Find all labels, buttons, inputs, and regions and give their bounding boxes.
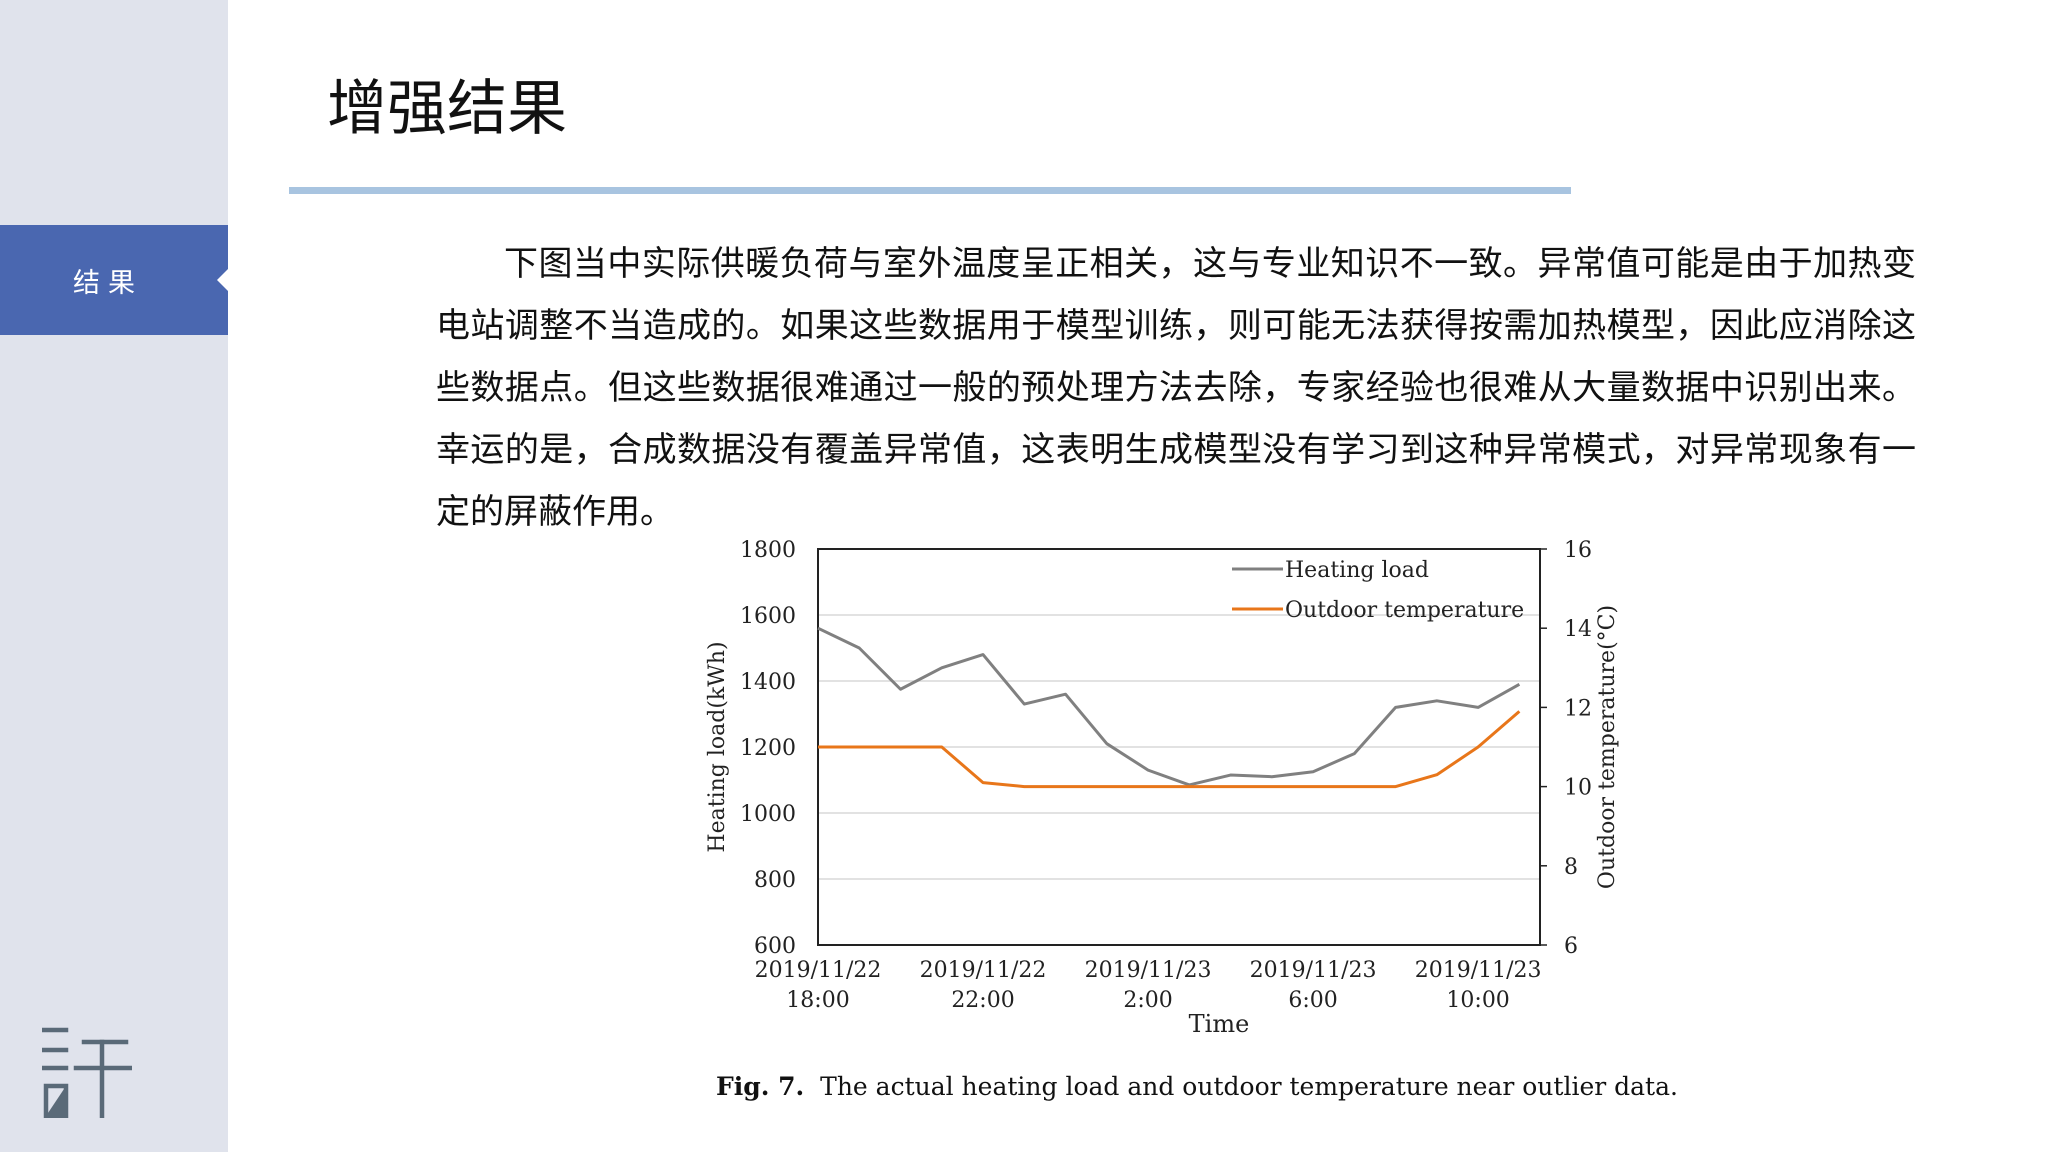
y-right-tick-label: 14	[1564, 617, 1592, 642]
x-tick-label: 6:00	[1288, 988, 1337, 1013]
x-axis-title: Time	[1189, 1010, 1250, 1038]
x-tick-label: 2:00	[1123, 988, 1172, 1013]
y-left-tick-label: 800	[754, 868, 796, 893]
y-right-tick-label: 16	[1564, 538, 1592, 563]
y-right-tick-label: 12	[1564, 696, 1592, 721]
series-line	[817, 626, 1521, 787]
x-tick-label: 2019/11/23	[1250, 958, 1377, 983]
legend-label: Outdoor temperature	[1285, 598, 1524, 623]
legend-label: Heating load	[1285, 558, 1429, 583]
y-left-tick-label: 1600	[740, 604, 796, 629]
page-title: 增强结果	[327, 74, 567, 144]
body-paragraph: 下图当中实际供暖负荷与室外温度呈正相关，这与专业知识不一致。异常值可能是由于加热…	[436, 244, 1916, 532]
figure-caption: Fig. 7. The actual heating load and outd…	[716, 1072, 1678, 1101]
x-tick-label: 10:00	[1446, 988, 1509, 1013]
y-left-tick-label: 1000	[740, 802, 796, 827]
y-left-axis-title: Heating load(kWh)	[705, 641, 730, 852]
nav-item-results[interactable]: 结果	[0, 225, 228, 335]
line-chart: 600 800 1000 1200 1400 1600 1800 6 8 10 12 14 16 2019…	[705, 538, 1620, 1038]
title-divider	[289, 187, 1571, 194]
y-right-tick-label: 10	[1564, 776, 1592, 801]
x-tick-label: 2019/11/23	[1415, 958, 1542, 983]
caption-prefix: Fig. 7.	[716, 1072, 805, 1101]
active-indicator	[217, 269, 228, 291]
y-right-tick-label: 6	[1564, 934, 1578, 959]
y-left-tick-label: 600	[754, 934, 796, 959]
y-right-axis-title: Outdoor temperature(°C)	[1595, 605, 1620, 889]
series-line	[818, 710, 1521, 789]
x-tick-label: 18:00	[786, 988, 849, 1013]
x-tick-label: 2019/11/22	[920, 958, 1047, 983]
nav-item-label: 结果	[73, 267, 143, 299]
logo-icon	[42, 1027, 132, 1118]
y-right-tick-label: 8	[1564, 855, 1578, 880]
sidebar: 结果	[0, 0, 228, 1152]
y-left-tick-label: 1400	[740, 670, 796, 695]
y-left-tick-label: 1200	[740, 736, 796, 761]
x-tick-label: 2019/11/23	[1085, 958, 1212, 983]
caption-text: The actual heating load and outdoor temp…	[820, 1072, 1678, 1101]
x-tick-label: 2019/11/22	[755, 958, 882, 983]
y-left-tick-label: 1800	[740, 538, 796, 563]
x-tick-label: 22:00	[951, 988, 1014, 1013]
